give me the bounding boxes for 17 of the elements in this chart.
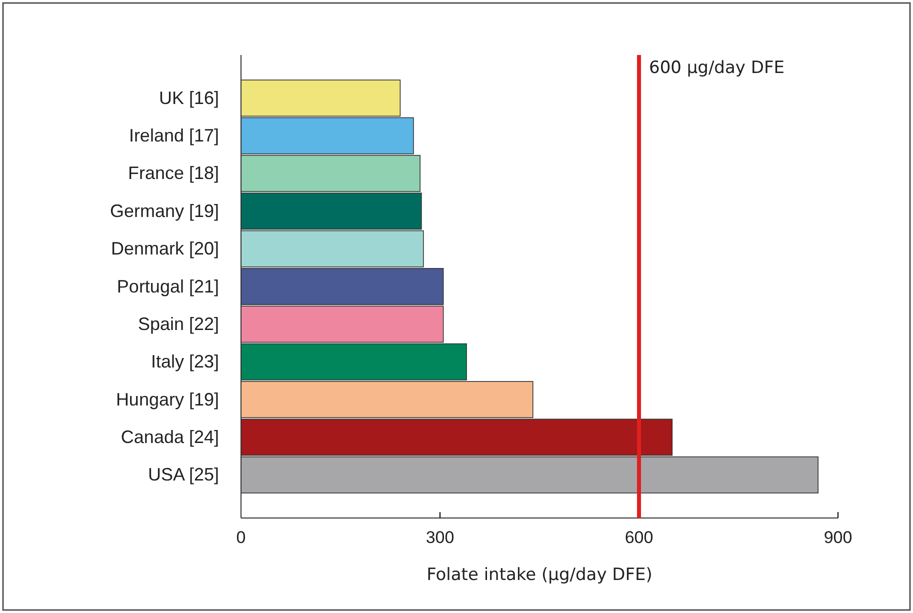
y-tick-label: USA [25] [148, 464, 219, 485]
x-axis-title: Folate intake (µg/day DFE) [426, 565, 652, 585]
x-tick-label: 0 [236, 528, 246, 548]
y-tick-label: Germany [19] [110, 200, 219, 221]
x-tick-label: 600 [624, 528, 654, 548]
x-tick-label: 300 [426, 528, 454, 548]
x-tick-label: 900 [824, 528, 852, 548]
y-tick-label: Portugal [21] [116, 276, 219, 296]
y-tick-label: Denmark [20] [110, 238, 219, 259]
y-tick-label: UK [16] [158, 88, 219, 108]
y-tick-label: Hungary [19] [116, 389, 219, 410]
ref-line-label: 600 µg/day DFE [649, 58, 784, 78]
y-tick-label: Spain [22] [138, 314, 219, 334]
y-tick-label: France [18] [128, 163, 219, 184]
y-tick-label: Ireland [17] [128, 126, 219, 146]
y-tick-label: Italy [23] [150, 352, 219, 372]
y-tick-label: Canada [24] [120, 426, 219, 447]
